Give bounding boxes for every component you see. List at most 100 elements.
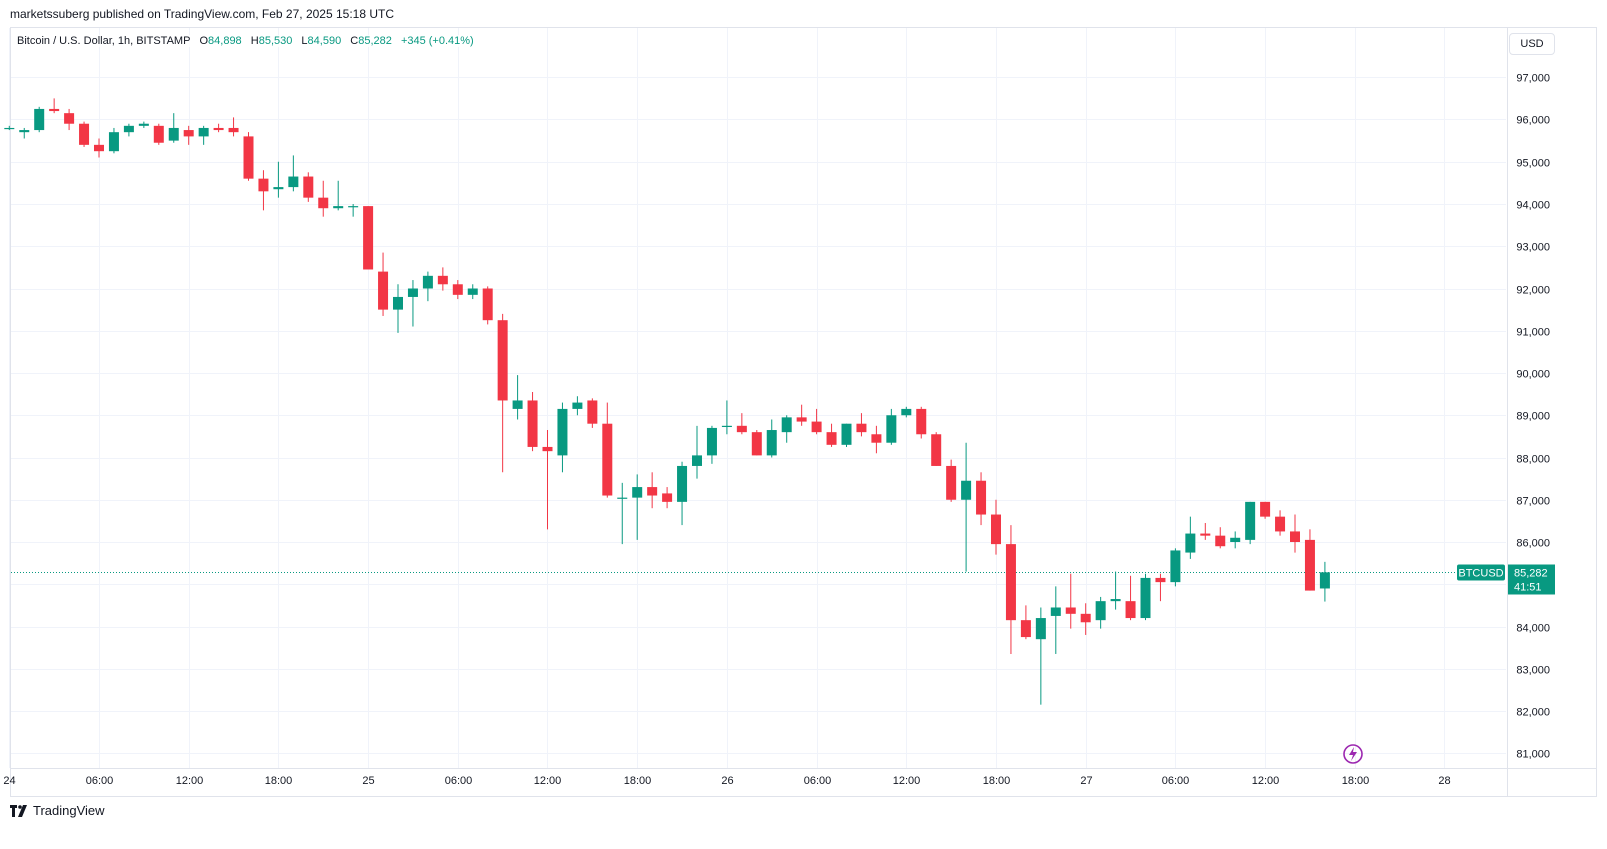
candle-down[interactable] xyxy=(228,127,239,133)
candle-up[interactable] xyxy=(632,487,643,498)
candle-up[interactable] xyxy=(108,132,119,152)
candle-up[interactable] xyxy=(1319,572,1330,589)
candle-down[interactable] xyxy=(1304,539,1315,591)
candle-down[interactable] xyxy=(602,423,613,496)
candle-down[interactable] xyxy=(452,284,463,295)
candle-down[interactable] xyxy=(49,108,60,112)
candle-down[interactable] xyxy=(736,425,747,433)
candle-down[interactable] xyxy=(662,493,673,502)
candle-up[interactable] xyxy=(886,415,897,443)
candle-up[interactable] xyxy=(677,465,688,502)
candle-down[interactable] xyxy=(946,465,957,500)
candle-up[interactable] xyxy=(393,296,403,310)
candle-down[interactable] xyxy=(183,130,194,137)
candle-down[interactable] xyxy=(976,480,987,515)
candle-up[interactable] xyxy=(1035,618,1046,640)
y-tick-label: 90,000 xyxy=(1516,369,1550,381)
candle-down[interactable] xyxy=(991,514,1001,545)
candle-up[interactable] xyxy=(721,425,732,428)
candle-up[interactable] xyxy=(198,127,209,137)
candle-up[interactable] xyxy=(407,288,418,297)
candle-down[interactable] xyxy=(1005,544,1016,621)
candle-down[interactable] xyxy=(751,432,762,456)
symbol-title[interactable]: Bitcoin / U.S. Dollar, 1h, BITSTAMP xyxy=(17,35,191,47)
y-tick-label: 95,000 xyxy=(1516,158,1550,170)
candle-up[interactable] xyxy=(333,206,344,209)
candle-up[interactable] xyxy=(1245,501,1256,540)
candle-down[interactable] xyxy=(811,421,822,433)
candle-up[interactable] xyxy=(1140,577,1151,619)
candle-up[interactable] xyxy=(123,125,134,133)
candle-up[interactable] xyxy=(1230,537,1241,542)
candle-down[interactable] xyxy=(1155,577,1166,583)
candle-down[interactable] xyxy=(1125,601,1136,619)
candle-up[interactable] xyxy=(422,275,433,289)
candle-down[interactable] xyxy=(363,206,374,270)
candle-up[interactable] xyxy=(4,127,15,130)
candle-up[interactable] xyxy=(288,176,299,188)
candle-up[interactable] xyxy=(34,108,45,131)
candle-down[interactable] xyxy=(542,446,553,452)
candle-down[interactable] xyxy=(796,417,807,422)
candle-up[interactable] xyxy=(467,288,478,295)
x-tick-label: 24 xyxy=(3,775,15,787)
candle-down[interactable] xyxy=(243,136,254,179)
candle-down[interactable] xyxy=(378,271,389,310)
candle-up[interactable] xyxy=(572,402,583,409)
candle-up[interactable] xyxy=(1170,550,1181,583)
currency-button[interactable]: USD xyxy=(1509,33,1555,55)
candle-down[interactable] xyxy=(303,176,314,198)
x-tick-label: 06:00 xyxy=(445,775,473,787)
candle-down[interactable] xyxy=(1200,533,1211,536)
candle-down[interactable] xyxy=(1080,613,1091,623)
candle-down[interactable] xyxy=(1275,516,1286,532)
candle-up[interactable] xyxy=(348,206,359,208)
candle-down[interactable] xyxy=(1065,607,1076,614)
candle-up[interactable] xyxy=(168,127,179,141)
candle-up[interactable] xyxy=(138,123,149,126)
candle-up[interactable] xyxy=(1110,599,1121,602)
candle-down[interactable] xyxy=(587,400,598,424)
candle-down[interactable] xyxy=(94,144,104,152)
candle-down[interactable] xyxy=(497,320,508,401)
x-tick-label: 12:00 xyxy=(893,775,921,787)
candle-up[interactable] xyxy=(1050,607,1061,616)
candle-down[interactable] xyxy=(213,127,224,131)
candle-up[interactable] xyxy=(692,455,702,466)
candle-down[interactable] xyxy=(826,432,837,445)
candle-up[interactable] xyxy=(1095,601,1106,621)
candle-up[interactable] xyxy=(19,130,30,133)
candle-up[interactable] xyxy=(901,408,912,416)
candle-up[interactable] xyxy=(1185,533,1196,553)
candle-up[interactable] xyxy=(512,400,523,409)
candle-down[interactable] xyxy=(153,125,164,143)
candle-up[interactable] xyxy=(781,417,792,433)
candle-down[interactable] xyxy=(931,434,942,466)
events-badge-icon[interactable] xyxy=(1343,744,1363,764)
candle-down[interactable] xyxy=(318,197,329,209)
candle-up[interactable] xyxy=(706,427,717,456)
tradingview-logo[interactable]: TradingView xyxy=(10,803,105,818)
candle-down[interactable] xyxy=(1215,535,1226,547)
candle-up[interactable] xyxy=(841,423,852,445)
candle-up[interactable] xyxy=(961,480,972,500)
candle-down[interactable] xyxy=(527,400,538,447)
candle-down[interactable] xyxy=(64,113,75,124)
candle-up[interactable] xyxy=(617,497,628,499)
change-value: +345 (+0.41%) xyxy=(400,35,474,47)
candle-down[interactable] xyxy=(1020,620,1031,638)
candle-down[interactable] xyxy=(856,423,867,433)
candle-up[interactable] xyxy=(557,408,568,456)
candle-down[interactable] xyxy=(482,288,493,321)
candle-up[interactable] xyxy=(273,187,284,190)
candle-up[interactable] xyxy=(766,430,777,456)
candle-down[interactable] xyxy=(1260,501,1271,517)
candle-down[interactable] xyxy=(79,123,90,145)
candle-down[interactable] xyxy=(437,275,448,285)
candle-down[interactable] xyxy=(258,178,269,192)
candle-down[interactable] xyxy=(1290,531,1300,542)
candle-down[interactable] xyxy=(647,487,658,496)
candle-down[interactable] xyxy=(871,434,882,443)
candle-down[interactable] xyxy=(916,408,927,435)
